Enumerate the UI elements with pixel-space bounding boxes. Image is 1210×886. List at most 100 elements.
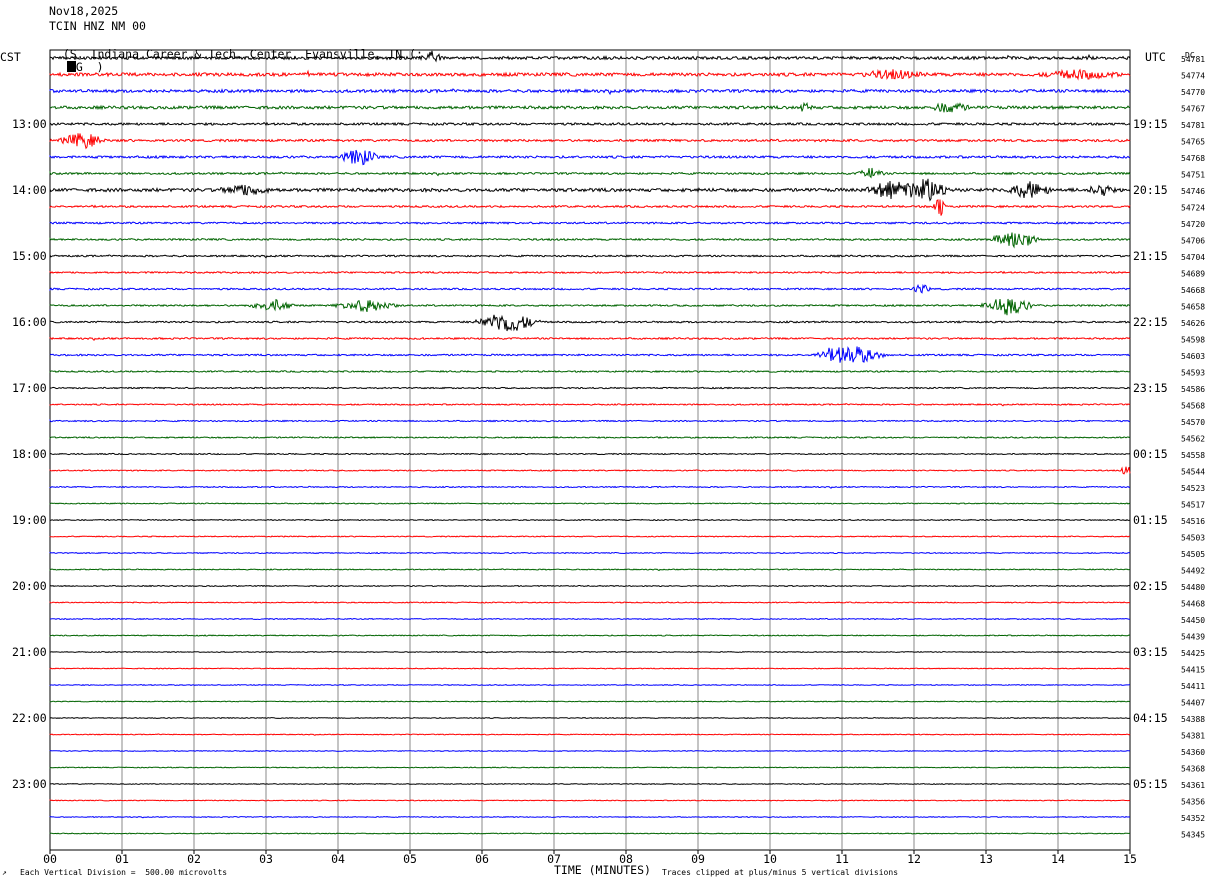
dc-offset-label: 54407 bbox=[1181, 699, 1205, 708]
cst-time-label: 22:00 bbox=[12, 711, 47, 725]
dc-offset-label: 54415 bbox=[1181, 666, 1205, 675]
x-tick-label: 11 bbox=[835, 852, 849, 866]
seismic-trace bbox=[49, 346, 1131, 363]
header-station: TCIN HNZ NM 00 bbox=[49, 19, 146, 33]
dc-offset-label: 54770 bbox=[1181, 88, 1205, 97]
seismic-trace bbox=[49, 221, 1131, 225]
utc-time-label: 22:15 bbox=[1133, 315, 1168, 329]
dc-offset-label: 54388 bbox=[1181, 715, 1205, 724]
seismic-trace bbox=[49, 232, 1131, 249]
seismic-trace bbox=[49, 683, 1130, 687]
cst-label: CST bbox=[0, 50, 21, 64]
x-tick-label: 13 bbox=[979, 852, 993, 866]
dc-offset-label: 54523 bbox=[1181, 484, 1205, 493]
dc-offset-label: 54751 bbox=[1181, 171, 1205, 180]
plot-frame bbox=[49, 49, 1131, 851]
dc-offset-label: 54381 bbox=[1181, 732, 1205, 741]
dc-offset-label: 54593 bbox=[1181, 369, 1205, 378]
cst-time-label: 13:00 bbox=[12, 117, 47, 131]
dc-offset-label: 54411 bbox=[1181, 682, 1205, 691]
dc-offset-label: 54544 bbox=[1181, 468, 1205, 477]
dc-offset-label: 54768 bbox=[1181, 154, 1205, 163]
x-tick-label: 02 bbox=[187, 852, 201, 866]
seismic-trace bbox=[49, 667, 1130, 670]
dc-offset-label: 54345 bbox=[1181, 831, 1205, 840]
dc-offset-label: 54586 bbox=[1181, 385, 1205, 394]
x-tick-label: 14 bbox=[1051, 852, 1065, 866]
seismic-trace bbox=[49, 133, 1131, 150]
x-tick-label: 03 bbox=[259, 852, 273, 866]
dc-offset-label: 54425 bbox=[1181, 649, 1205, 658]
x-tick-label: 06 bbox=[475, 852, 489, 866]
seismic-trace bbox=[49, 50, 1131, 63]
scale-note: Each Vertical Division = 500.00 microvol… bbox=[20, 868, 228, 877]
seismic-trace bbox=[49, 518, 1131, 522]
dc-offset-label: 54724 bbox=[1181, 204, 1205, 213]
seismic-trace bbox=[49, 369, 1131, 374]
cst-time-label: 19:00 bbox=[12, 513, 47, 527]
dc-offset-label: 54781 bbox=[1181, 55, 1205, 64]
seismic-trace bbox=[49, 101, 1131, 113]
dc-offset-label: 54360 bbox=[1181, 748, 1205, 757]
dc-offset-label: 54352 bbox=[1181, 814, 1205, 823]
dc-offset-label: 54658 bbox=[1181, 303, 1205, 312]
seismic-trace bbox=[49, 700, 1131, 703]
scale-icon: ↗ bbox=[2, 868, 7, 877]
seismic-trace bbox=[49, 199, 1131, 216]
dc-offset-label: 54356 bbox=[1181, 798, 1205, 807]
dc-offset-label: 54706 bbox=[1181, 237, 1205, 246]
seismic-trace bbox=[49, 601, 1130, 604]
utc-time-label: 21:15 bbox=[1133, 249, 1168, 263]
seismic-trace bbox=[49, 749, 1131, 753]
x-tick-label: 07 bbox=[547, 852, 561, 866]
utc-time-label: 00:15 bbox=[1133, 447, 1168, 461]
seismic-trace bbox=[49, 502, 1131, 505]
seismic-trace bbox=[49, 253, 1131, 259]
utc-time-label: 01:15 bbox=[1133, 513, 1168, 527]
cst-time-label: 16:00 bbox=[12, 315, 47, 329]
seismic-trace bbox=[49, 386, 1131, 390]
seismic-trace bbox=[49, 178, 1131, 202]
dc-offset-label: 54746 bbox=[1181, 187, 1205, 196]
seismic-trace bbox=[49, 568, 1131, 572]
dc-offset-label: 54368 bbox=[1181, 765, 1205, 774]
seismic-trace bbox=[49, 782, 1131, 786]
utc-time-label: 03:15 bbox=[1133, 645, 1168, 659]
dc-offset-label: 54450 bbox=[1181, 616, 1205, 625]
dc-offset-label: 54439 bbox=[1181, 633, 1205, 642]
utc-time-label: 20:15 bbox=[1133, 183, 1168, 197]
dc-offset-label: 54781 bbox=[1181, 121, 1205, 130]
seismic-trace bbox=[49, 149, 1131, 166]
utc-time-label: 05:15 bbox=[1133, 777, 1168, 791]
seismic-trace bbox=[49, 68, 1131, 81]
x-tick-label: 01 bbox=[115, 852, 129, 866]
cst-time-label: 17:00 bbox=[12, 381, 47, 395]
dc-offset-label: 54598 bbox=[1181, 336, 1205, 345]
x-tick-label: 12 bbox=[907, 852, 921, 866]
seismic-trace bbox=[49, 466, 1131, 475]
dc-offset-label: 54503 bbox=[1181, 534, 1205, 543]
dc-offset-label: 54505 bbox=[1181, 550, 1205, 559]
dc-offset-label: 54562 bbox=[1181, 435, 1205, 444]
seismic-trace bbox=[49, 551, 1131, 555]
seismic-trace bbox=[49, 88, 1131, 96]
dc-offset-label: 54570 bbox=[1181, 418, 1205, 427]
seismic-trace bbox=[49, 121, 1131, 127]
header-location-tail: G ) bbox=[75, 60, 104, 74]
seismic-trace bbox=[49, 314, 1131, 332]
dc-offset-label: 54720 bbox=[1181, 220, 1205, 229]
x-tick-label: 08 bbox=[619, 852, 633, 866]
x-tick-label: 15 bbox=[1123, 852, 1137, 866]
utc-label: UTC bbox=[1145, 50, 1166, 64]
dc-offset-label: 54568 bbox=[1181, 402, 1205, 411]
dc-offset-label: 54765 bbox=[1181, 138, 1205, 147]
cst-time-label: 21:00 bbox=[12, 645, 47, 659]
dc-offset-label: 54558 bbox=[1181, 451, 1205, 460]
seismic-trace bbox=[49, 485, 1131, 489]
location-redaction-mark bbox=[66, 61, 76, 72]
seismic-trace bbox=[49, 535, 1130, 538]
seismic-trace bbox=[49, 584, 1131, 588]
cst-time-label: 15:00 bbox=[12, 249, 47, 263]
dc-offset-label: 54480 bbox=[1181, 583, 1205, 592]
